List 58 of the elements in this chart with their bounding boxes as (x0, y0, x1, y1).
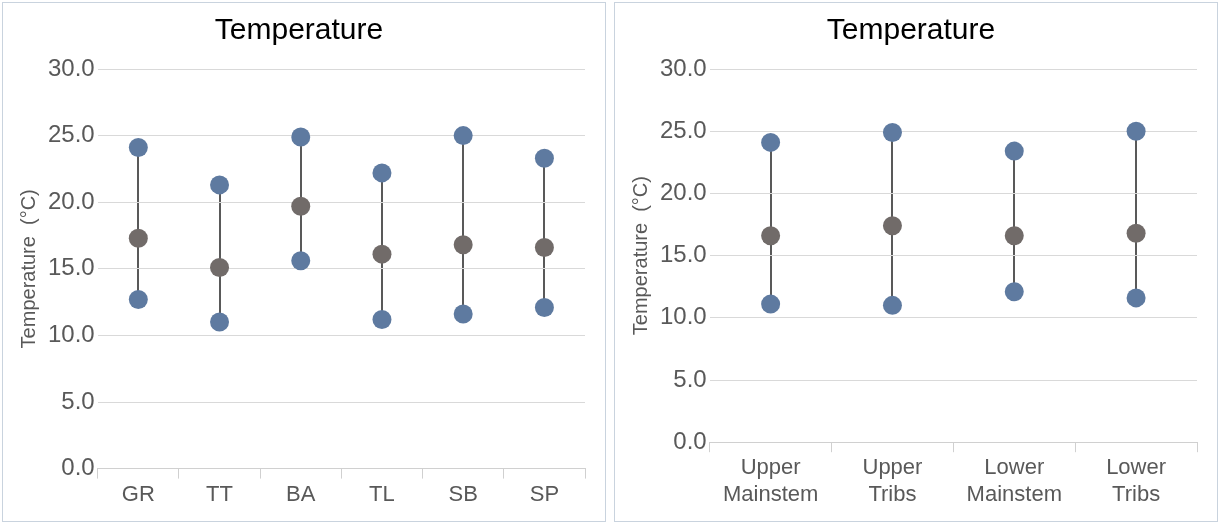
x-tick-label: GR (121, 480, 155, 506)
x-tick-label: TL (369, 480, 395, 506)
chart-title: Temperature (826, 12, 996, 46)
point (453, 304, 473, 324)
point (1126, 223, 1146, 243)
point (882, 295, 902, 315)
y-tick-label: 15.0 (659, 240, 707, 268)
y-tick-label: 5.0 (673, 364, 707, 392)
y-tick-label: 20.0 (47, 186, 95, 214)
y-tick-label: 10.0 (659, 302, 707, 330)
point (534, 237, 554, 257)
point (1126, 288, 1146, 308)
point (372, 244, 392, 264)
y-tick-label: 20.0 (659, 178, 707, 206)
point (1004, 226, 1024, 246)
point (1126, 121, 1146, 141)
x-tick-label: Upper Tribs (862, 454, 923, 506)
point (128, 228, 148, 248)
point (761, 294, 781, 314)
y-tick-label: 5.0 (61, 386, 95, 414)
point (761, 132, 781, 152)
point (453, 235, 473, 255)
point (372, 309, 392, 329)
x-tick-label: TT (206, 480, 233, 506)
point (882, 216, 902, 236)
point (210, 257, 230, 277)
point (534, 297, 554, 317)
x-tick-label: Upper Mainstem (722, 454, 819, 506)
y-axis-title: Temperature (°C) (16, 189, 39, 349)
point (882, 122, 902, 142)
point (534, 148, 554, 168)
point (372, 163, 392, 183)
point (210, 175, 230, 195)
y-tick-label: 0.0 (61, 453, 95, 481)
y-tick-label: 25.0 (47, 120, 95, 148)
y-tick-label: 15.0 (47, 253, 95, 281)
y-tick-label: 30.0 (47, 53, 95, 81)
y-tick-label: 0.0 (673, 426, 707, 454)
point (291, 196, 311, 216)
point (291, 251, 311, 271)
y-tick-label: 25.0 (659, 115, 707, 143)
x-tick-label: SB (448, 480, 478, 506)
point (210, 312, 230, 332)
point (761, 226, 781, 246)
chart-title: Temperature (214, 12, 384, 46)
point (291, 127, 311, 147)
point (1004, 141, 1024, 161)
y-tick-label: 30.0 (659, 53, 707, 81)
x-tick-label: Lower Tribs (1106, 454, 1167, 506)
x-tick-label: Lower Mainstem (966, 454, 1062, 506)
y-tick-label: 10.0 (47, 320, 95, 348)
y-axis-title: Temperature (°C) (628, 176, 651, 336)
point (453, 126, 473, 146)
point (128, 289, 148, 309)
x-tick-label: SP (529, 480, 560, 506)
point (128, 138, 148, 158)
point (1004, 282, 1024, 302)
x-tick-label: BA (286, 480, 316, 506)
